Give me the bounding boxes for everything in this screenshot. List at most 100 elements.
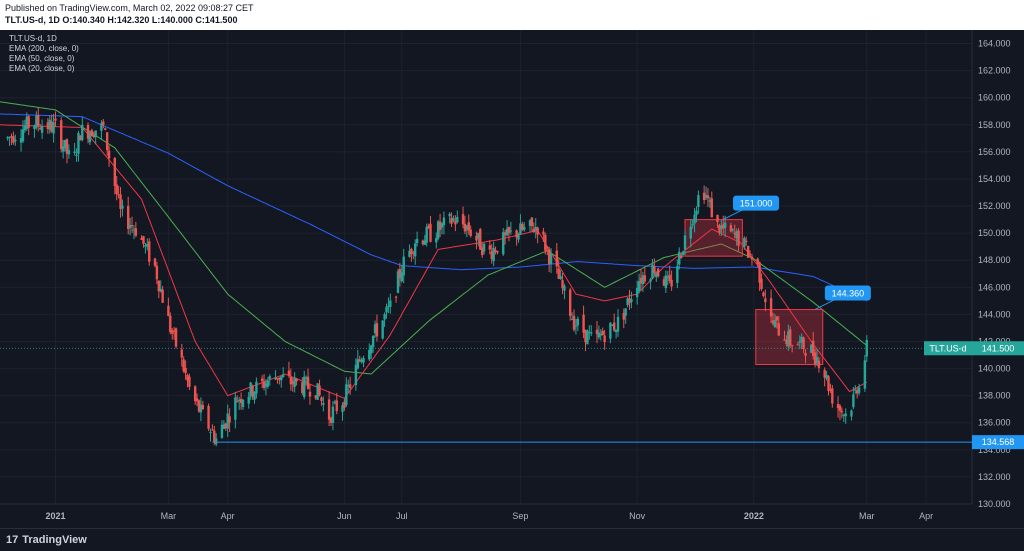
candle-body <box>787 331 790 347</box>
candle-body <box>318 385 321 396</box>
candle-body <box>789 329 792 346</box>
candle-body <box>410 248 413 255</box>
candle-body <box>532 228 536 232</box>
candle-body <box>502 232 505 255</box>
candle-body <box>171 330 174 334</box>
candle-body <box>61 146 65 152</box>
legend-symbol[interactable]: TLT.US-d, 1D <box>9 34 57 43</box>
candle-body <box>490 251 493 259</box>
candle-body <box>215 438 218 445</box>
candle-body <box>838 405 842 411</box>
candle-body <box>528 220 532 226</box>
candle-body <box>603 335 606 343</box>
candle-body <box>153 258 157 266</box>
candle-body <box>115 184 118 194</box>
candle-body <box>852 394 855 408</box>
candle-body <box>383 314 386 320</box>
candle-body <box>624 308 627 316</box>
candle-body <box>107 150 111 159</box>
ohlc-readout: TLT.US-d, 1D O:140.340 H:142.320 L:140.0… <box>5 15 238 25</box>
candle-body <box>863 360 867 389</box>
candle-body <box>547 249 551 264</box>
candle-body <box>790 345 794 347</box>
candle-body <box>389 300 392 307</box>
candle-body <box>10 136 13 138</box>
candle-body <box>850 410 853 417</box>
candle-body <box>25 116 28 129</box>
candle-body <box>354 364 358 386</box>
candle-body <box>769 298 773 317</box>
x-tick-label: Mar <box>161 511 177 521</box>
candle-body <box>572 315 576 330</box>
candle-body <box>442 217 446 226</box>
candle-body <box>387 306 390 308</box>
legend-ema200[interactable]: EMA (200, close, 0) <box>9 44 79 53</box>
candle-body <box>172 330 176 332</box>
tradingview-brand[interactable]: 17 TradingView <box>6 534 87 546</box>
candle-body <box>400 272 404 282</box>
candle-body <box>810 344 813 353</box>
candle-body <box>255 381 258 394</box>
candle-body <box>612 322 616 331</box>
candle-body <box>756 258 759 264</box>
y-tick-label: 146.000 <box>978 282 1011 292</box>
candle-body <box>50 121 53 132</box>
candle-body <box>180 349 183 358</box>
candle-body <box>207 405 210 429</box>
candle-body <box>762 292 765 296</box>
y-tick-label: 130.000 <box>978 499 1011 509</box>
candle-body <box>316 383 319 400</box>
candle-body <box>657 268 660 277</box>
candle-body <box>796 344 800 346</box>
candle-body <box>454 221 457 225</box>
candle-body <box>681 251 685 256</box>
candle-body <box>314 395 317 399</box>
candle-body <box>174 328 178 347</box>
candle-body <box>121 205 124 209</box>
candle-body <box>601 330 604 335</box>
candle-body <box>702 192 706 201</box>
candle-body <box>268 376 271 379</box>
x-tick-label: Apr <box>221 511 235 521</box>
candle-body <box>375 323 379 337</box>
candle-body <box>90 130 94 137</box>
candle-body <box>63 139 67 149</box>
candle-body <box>251 385 254 397</box>
candle-body <box>239 398 243 404</box>
y-tick-label: 134.000 <box>978 445 1011 455</box>
price-chart[interactable]: 130.000 132.000 134.000 136.000 138.000 140.0… <box>0 30 1024 528</box>
candle-body <box>301 382 304 394</box>
candle-body <box>333 401 337 403</box>
candle-body <box>161 289 164 303</box>
candle-body <box>86 125 90 139</box>
candle-body <box>479 229 482 250</box>
candle-body <box>505 228 509 236</box>
legend-ema20[interactable]: EMA (20, close, 0) <box>9 64 75 73</box>
candle-body <box>195 398 199 402</box>
candle-body <box>746 246 750 258</box>
candle-body <box>783 339 786 341</box>
candle-body <box>236 401 239 403</box>
legend-ema50[interactable]: EMA (50, close, 0) <box>9 54 75 63</box>
published-text: Published on TradingView.com, March 02, … <box>5 3 254 13</box>
ema20-line <box>0 124 868 400</box>
candle-body <box>549 253 553 265</box>
chart-canvas[interactable]: 130.000 132.000 134.000 136.000 138.000 140.0… <box>0 30 1024 528</box>
candle-body <box>398 269 402 278</box>
candle-body <box>456 217 459 223</box>
candle-body <box>33 125 36 130</box>
candle-body <box>113 158 117 186</box>
candle-body <box>167 305 170 316</box>
candle-body <box>381 320 384 339</box>
candle-body <box>630 299 633 303</box>
candle-body <box>159 288 162 292</box>
candle-body <box>519 223 522 235</box>
candle-body <box>450 217 453 224</box>
candle-body <box>35 115 38 128</box>
candle-body <box>278 377 281 380</box>
candle-body <box>356 359 360 369</box>
candle-body <box>641 275 645 285</box>
candle-body <box>748 253 752 255</box>
candle-body <box>492 247 495 262</box>
candle-body <box>60 120 63 150</box>
